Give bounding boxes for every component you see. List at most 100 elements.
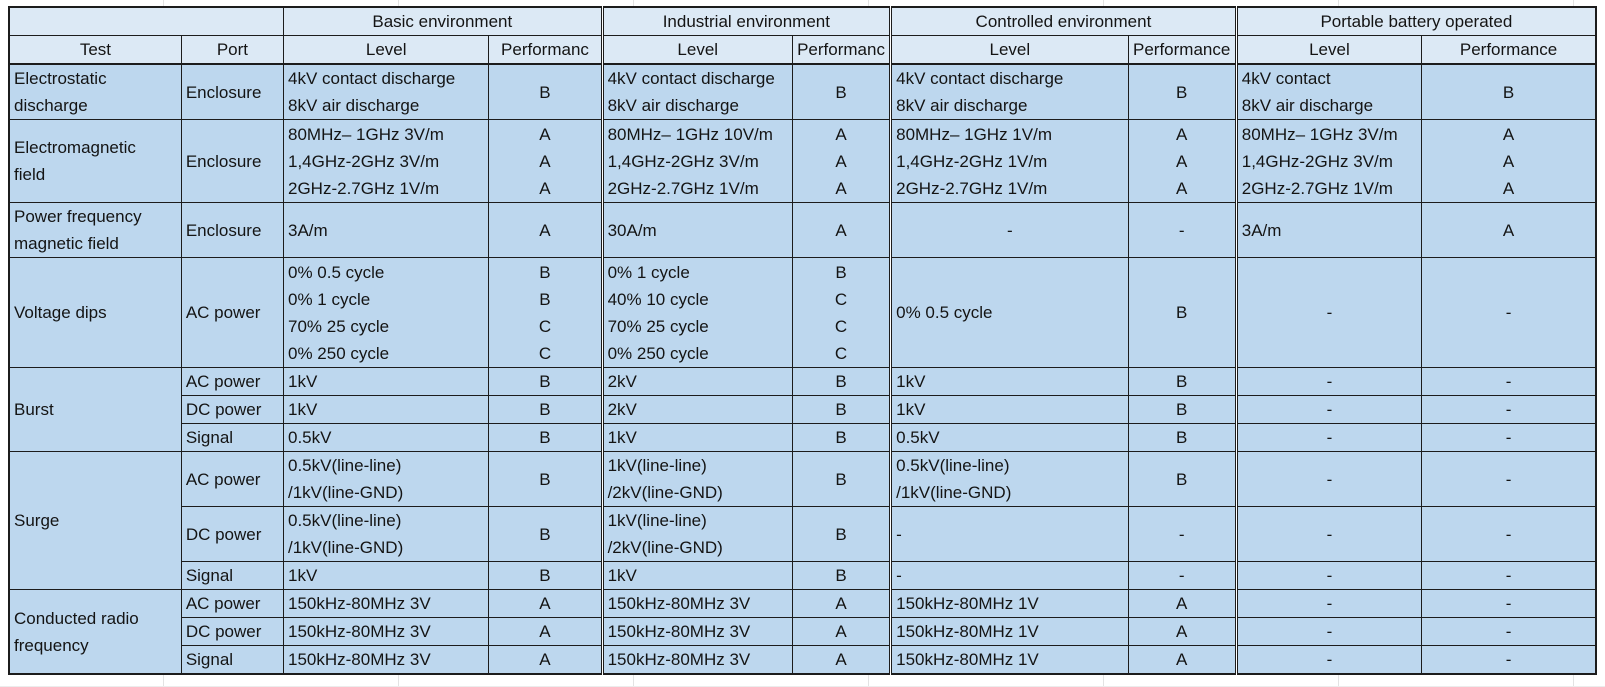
cell-emf-port[interactable]: Enclosure: [180, 119, 285, 203]
cell-surge-ac-industrial-level[interactable]: 1kV(line-line) /2kV(line-GND): [600, 451, 793, 507]
cell-esd-port[interactable]: Enclosure: [180, 63, 285, 120]
header-basic-performance[interactable]: Performanc: [488, 35, 603, 65]
cell-surge-ac-controlled-perf[interactable]: B: [1127, 451, 1237, 507]
header-group-controlled[interactable]: Controlled environment: [889, 6, 1237, 36]
cell-surge-ac-portable-perf[interactable]: -: [1421, 451, 1597, 507]
cell-emf-basic-perf[interactable]: A A A: [488, 119, 603, 203]
header-blank-cell[interactable]: [8, 6, 284, 36]
cell-pfmf-basic-level[interactable]: 3A/m: [282, 202, 490, 258]
cell-emf-basic-level[interactable]: 80MHz– 1GHz 3V/m 1,4GHz-2GHz 3V/m 2GHz-2…: [282, 119, 490, 203]
cell-pfmf-basic-perf[interactable]: A: [488, 202, 603, 258]
cell-burst-dc-basic-perf[interactable]: B: [488, 395, 603, 424]
cell-burst-dc-industrial-perf[interactable]: B: [791, 395, 892, 424]
cell-crf-ac-port[interactable]: AC power: [180, 589, 285, 618]
cell-burst-ac-portable-perf[interactable]: -: [1421, 367, 1597, 396]
cell-crf-dc-controlled-perf[interactable]: A: [1127, 617, 1237, 646]
cell-pfmf-controlled-level[interactable]: -: [889, 202, 1129, 258]
cell-emf-portable-perf[interactable]: A A A: [1421, 119, 1597, 203]
cell-surge-dc-port[interactable]: DC power: [180, 506, 285, 562]
cell-surge-signal-controlled-level[interactable]: -: [889, 561, 1129, 590]
cell-surge-signal-basic-perf[interactable]: B: [488, 561, 603, 590]
cell-surge-ac-basic-level[interactable]: 0.5kV(line-line) /1kV(line-GND): [282, 451, 490, 507]
cell-dips-portable-perf[interactable]: -: [1421, 257, 1597, 368]
cell-crf-dc-controlled-level[interactable]: 150kHz-80MHz 1V: [889, 617, 1129, 646]
cell-burst-dc-controlled-level[interactable]: 1kV: [889, 395, 1129, 424]
header-port[interactable]: Port: [180, 35, 285, 65]
cell-dips-test[interactable]: Voltage dips: [8, 257, 182, 368]
cell-burst-ac-controlled-level[interactable]: 1kV: [889, 367, 1129, 396]
header-group-basic[interactable]: Basic environment: [283, 6, 603, 36]
cell-emf-test[interactable]: Electromagnetic field: [8, 119, 182, 203]
cell-burst-dc-controlled-perf[interactable]: B: [1127, 395, 1237, 424]
cell-burst-ac-portable-level[interactable]: -: [1234, 367, 1423, 396]
cell-surge-ac-industrial-perf[interactable]: B: [791, 451, 892, 507]
cell-crf-dc-portable-perf[interactable]: -: [1421, 617, 1597, 646]
cell-crf-signal-controlled-perf[interactable]: A: [1127, 645, 1237, 675]
cell-esd-portable-level[interactable]: 4kV contact 8kV air discharge: [1234, 63, 1423, 120]
cell-burst-ac-industrial-level[interactable]: 2kV: [600, 367, 793, 396]
cell-esd-basic-level[interactable]: 4kV contact discharge 8kV air discharge: [282, 63, 490, 120]
cell-burst-signal-controlled-perf[interactable]: B: [1127, 423, 1237, 452]
cell-surge-dc-basic-level[interactable]: 0.5kV(line-line) /1kV(line-GND): [282, 506, 490, 562]
cell-pfmf-test[interactable]: Power frequency magnetic field: [8, 202, 182, 258]
cell-burst-ac-basic-level[interactable]: 1kV: [282, 367, 490, 396]
cell-surge-dc-basic-perf[interactable]: B: [488, 506, 603, 562]
cell-emf-industrial-perf[interactable]: A A A: [791, 119, 892, 203]
cell-burst-signal-portable-level[interactable]: -: [1234, 423, 1423, 452]
header-portable-level[interactable]: Level: [1234, 35, 1423, 65]
header-group-industrial[interactable]: Industrial environment: [600, 6, 892, 36]
cell-dips-industrial-perf[interactable]: B C C C: [791, 257, 892, 368]
cell-crf-signal-controlled-level[interactable]: 150kHz-80MHz 1V: [889, 645, 1129, 675]
cell-burst-dc-industrial-level[interactable]: 2kV: [600, 395, 793, 424]
cell-esd-industrial-level[interactable]: 4kV contact discharge 8kV air discharge: [600, 63, 793, 120]
cell-surge-signal-industrial-perf[interactable]: B: [791, 561, 892, 590]
cell-burst-ac-controlled-perf[interactable]: B: [1127, 367, 1237, 396]
cell-dips-portable-level[interactable]: -: [1234, 257, 1423, 368]
cell-pfmf-port[interactable]: Enclosure: [180, 202, 285, 258]
cell-crf-test[interactable]: Conducted radio frequency: [8, 589, 182, 675]
cell-surge-dc-portable-level[interactable]: -: [1234, 506, 1423, 562]
cell-dips-industrial-level[interactable]: 0% 1 cycle 40% 10 cycle 70% 25 cycle 0% …: [600, 257, 793, 368]
cell-surge-signal-controlled-perf[interactable]: -: [1127, 561, 1237, 590]
header-industrial-level[interactable]: Level: [600, 35, 793, 65]
cell-crf-ac-industrial-perf[interactable]: A: [791, 589, 892, 618]
header-industrial-performance[interactable]: Performanc: [791, 35, 892, 65]
cell-crf-ac-portable-level[interactable]: -: [1234, 589, 1423, 618]
cell-surge-signal-portable-level[interactable]: -: [1234, 561, 1423, 590]
cell-surge-dc-portable-perf[interactable]: -: [1421, 506, 1597, 562]
cell-crf-signal-basic-perf[interactable]: A: [488, 645, 603, 675]
cell-surge-ac-portable-level[interactable]: -: [1234, 451, 1423, 507]
cell-surge-dc-controlled-perf[interactable]: -: [1127, 506, 1237, 562]
cell-pfmf-portable-level[interactable]: 3A/m: [1234, 202, 1423, 258]
cell-crf-dc-basic-level[interactable]: 150kHz-80MHz 3V: [282, 617, 490, 646]
cell-dips-port[interactable]: AC power: [180, 257, 285, 368]
cell-burst-signal-portable-perf[interactable]: -: [1421, 423, 1597, 452]
cell-crf-ac-controlled-level[interactable]: 150kHz-80MHz 1V: [889, 589, 1129, 618]
cell-crf-signal-port[interactable]: Signal: [180, 645, 285, 675]
header-controlled-level[interactable]: Level: [889, 35, 1129, 65]
cell-crf-ac-basic-level[interactable]: 150kHz-80MHz 3V: [282, 589, 490, 618]
cell-crf-signal-basic-level[interactable]: 150kHz-80MHz 3V: [282, 645, 490, 675]
cell-emf-industrial-level[interactable]: 80MHz– 1GHz 10V/m 1,4GHz-2GHz 3V/m 2GHz-…: [600, 119, 793, 203]
cell-emf-portable-level[interactable]: 80MHz– 1GHz 3V/m 1,4GHz-2GHz 3V/m 2GHz-2…: [1234, 119, 1423, 203]
cell-esd-controlled-level[interactable]: 4kV contact discharge 8kV air discharge: [889, 63, 1129, 120]
cell-surge-signal-port[interactable]: Signal: [180, 561, 285, 590]
cell-burst-ac-industrial-perf[interactable]: B: [791, 367, 892, 396]
cell-surge-signal-basic-level[interactable]: 1kV: [282, 561, 490, 590]
cell-surge-test[interactable]: Surge: [8, 451, 182, 590]
cell-emf-controlled-perf[interactable]: A A A: [1127, 119, 1237, 203]
cell-crf-ac-industrial-level[interactable]: 150kHz-80MHz 3V: [600, 589, 793, 618]
cell-surge-ac-controlled-level[interactable]: 0.5kV(line-line) /1kV(line-GND): [889, 451, 1129, 507]
cell-crf-ac-controlled-perf[interactable]: A: [1127, 589, 1237, 618]
cell-surge-dc-industrial-perf[interactable]: B: [791, 506, 892, 562]
cell-crf-signal-industrial-level[interactable]: 150kHz-80MHz 3V: [600, 645, 793, 675]
header-test[interactable]: Test: [8, 35, 182, 65]
cell-surge-signal-portable-perf[interactable]: -: [1421, 561, 1597, 590]
cell-burst-signal-controlled-level[interactable]: 0.5kV: [889, 423, 1129, 452]
cell-pfmf-industrial-perf[interactable]: A: [791, 202, 892, 258]
cell-burst-ac-basic-perf[interactable]: B: [488, 367, 603, 396]
cell-burst-signal-port[interactable]: Signal: [180, 423, 285, 452]
header-portable-performance[interactable]: Performance: [1421, 35, 1597, 65]
cell-burst-dc-port[interactable]: DC power: [180, 395, 285, 424]
cell-crf-ac-basic-perf[interactable]: A: [488, 589, 603, 618]
